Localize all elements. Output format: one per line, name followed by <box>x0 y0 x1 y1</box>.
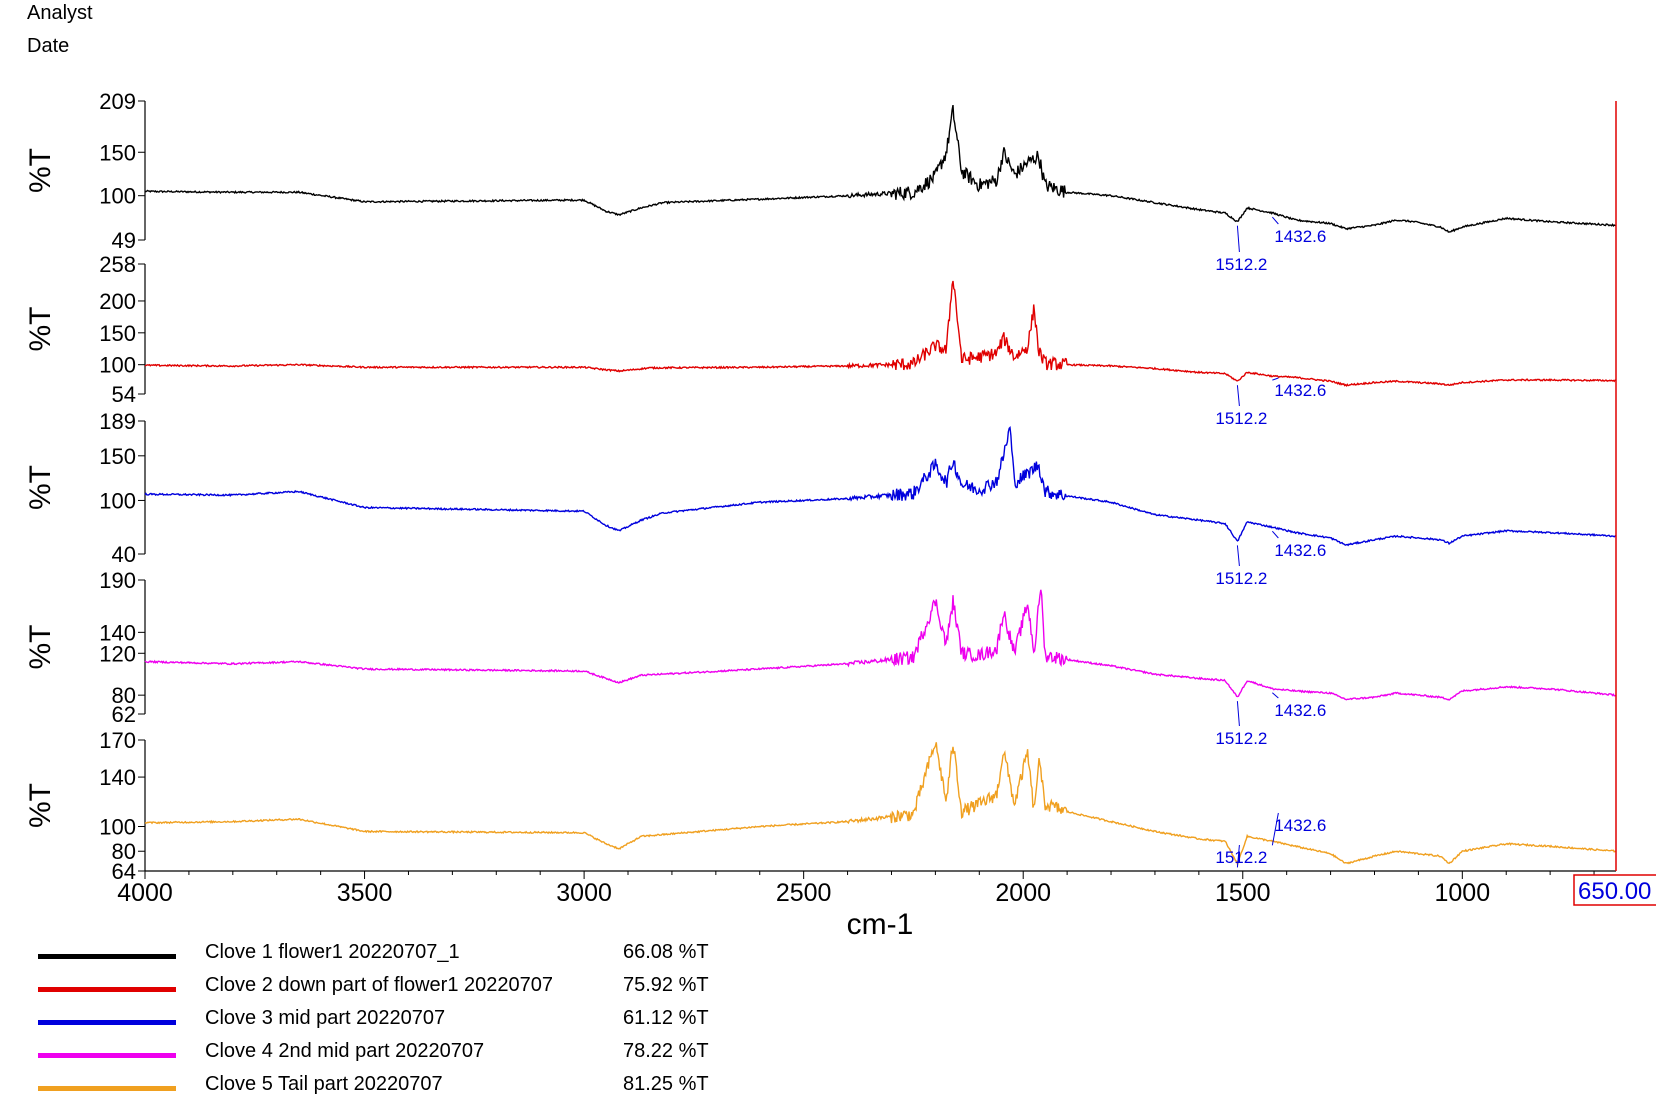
x-tick-label: 4000 <box>117 879 173 907</box>
peak-leader-line <box>1271 530 1279 539</box>
peak-label: 1512.2 <box>1215 848 1267 867</box>
peak-label: 1512.2 <box>1215 569 1267 588</box>
legend-row: Clove 4 2nd mid part 20220707 78.22 %T <box>38 1039 798 1071</box>
x-tick-label: 1500 <box>1215 879 1271 907</box>
legend-swatch <box>38 987 176 992</box>
peak-label: 1432.6 <box>1274 227 1326 246</box>
x-tick-label: 2000 <box>995 879 1051 907</box>
peak-leader-line <box>1236 385 1240 407</box>
y-tick-label: 40 <box>112 542 136 567</box>
y-axis-title: %T <box>24 307 57 352</box>
legend-series-name: Clove 2 down part of flower1 20220707 <box>205 974 554 996</box>
legend-series-name: Clove 1 flower1 20220707_1 <box>205 941 460 963</box>
y-tick-label: 150 <box>99 321 136 346</box>
peak-leader-line <box>1271 812 1279 846</box>
spectrum-line-5 <box>144 742 1617 868</box>
peak-label: 1432.6 <box>1274 381 1326 400</box>
x-tick-label: 2500 <box>776 879 832 907</box>
analyst-label: Analyst <box>27 2 93 24</box>
x-tick-label: 1000 <box>1435 879 1491 907</box>
legend-row: Clove 5 Tail part 20220707 81.25 %T <box>38 1072 798 1104</box>
y-tick-label: 190 <box>99 568 136 593</box>
legend-series-name: Clove 4 2nd mid part 20220707 <box>205 1040 485 1062</box>
legend-row: Clove 3 mid part 20220707 61.12 %T <box>38 1006 798 1038</box>
legend-series-value: 61.12 %T <box>623 1007 709 1029</box>
y-axis-title: %T <box>24 625 57 670</box>
spectrum-line-4 <box>144 589 1617 701</box>
peak-label: 1512.2 <box>1215 255 1267 274</box>
legend-series-value: 78.22 %T <box>623 1040 709 1062</box>
y-tick-label: 150 <box>99 444 136 469</box>
peak-label: 1512.2 <box>1215 409 1267 428</box>
y-tick-label: 100 <box>99 488 136 513</box>
y-tick-label: 189 <box>99 409 136 434</box>
y-tick-label: 64 <box>112 859 136 884</box>
y-tick-label: 49 <box>112 228 136 253</box>
cursor-value-box <box>1573 874 1656 906</box>
peak-leader-line <box>1236 545 1240 567</box>
y-tick-label: 62 <box>112 702 136 727</box>
legend-series-value: 66.08 %T <box>623 941 709 963</box>
x-axis-title: cm-1 <box>847 908 914 940</box>
legend-series-name: Clove 3 mid part 20220707 <box>205 1007 446 1029</box>
peak-leader-line <box>1272 692 1279 699</box>
y-tick-label: 100 <box>99 353 136 378</box>
spectrum-line-2 <box>144 280 1617 387</box>
peak-leader-line <box>1272 377 1279 381</box>
legend-swatch <box>38 1020 176 1025</box>
ir-spectra-chart: 49 100 150 209 %T 1512.2 1432.6 54 100 150 200 258%… <box>24 89 1656 940</box>
peak-label: 1512.2 <box>1215 729 1267 748</box>
y-tick-label: 54 <box>112 382 136 407</box>
y-axis-title: %T <box>24 465 57 510</box>
legend-row: Clove 2 down part of flower1 20220707 75… <box>38 973 798 1005</box>
y-tick-label: 100 <box>99 184 136 209</box>
peak-leader-line <box>1271 216 1279 225</box>
y-tick-label: 140 <box>99 620 136 645</box>
legend-swatch <box>38 1086 176 1091</box>
cursor-value-label: 650.00 <box>1578 878 1651 905</box>
peak-leader-line <box>1236 844 1240 868</box>
legend-series-name: Clove 5 Tail part 20220707 <box>205 1073 443 1095</box>
y-tick-label: 100 <box>99 815 136 840</box>
y-tick-label: 80 <box>112 839 136 864</box>
x-tick-label: 3500 <box>337 879 393 907</box>
legend-series-value: 81.25 %T <box>623 1073 709 1095</box>
y-tick-label: 258 <box>99 252 136 277</box>
date-label: Date <box>27 35 70 57</box>
y-tick-label: 80 <box>112 683 136 708</box>
peak-label: 1432.6 <box>1274 701 1326 720</box>
legend-swatch <box>38 1053 176 1058</box>
y-tick-label: 150 <box>99 140 136 165</box>
y-axis-title: %T <box>24 148 57 193</box>
peak-label: 1432.6 <box>1274 816 1326 835</box>
y-tick-label: 200 <box>99 289 136 314</box>
peak-label: 1432.6 <box>1274 541 1326 560</box>
legend-series-value: 75.92 %T <box>623 974 709 996</box>
legend-row: Clove 1 flower1 20220707_1 66.08 %T <box>38 940 798 972</box>
legend-swatch <box>38 954 176 959</box>
spectrum-line-1 <box>144 104 1617 233</box>
peak-leader-line <box>1236 225 1240 253</box>
y-tick-label: 140 <box>99 765 136 790</box>
peak-leader-line <box>1236 701 1240 727</box>
y-tick-label: 209 <box>99 89 136 114</box>
y-tick-label: 170 <box>99 728 136 753</box>
y-axis-title: %T <box>24 783 57 828</box>
x-tick-label: 3000 <box>556 879 612 907</box>
y-tick-label: 120 <box>99 641 136 666</box>
spectrum-line-3 <box>144 425 1617 547</box>
